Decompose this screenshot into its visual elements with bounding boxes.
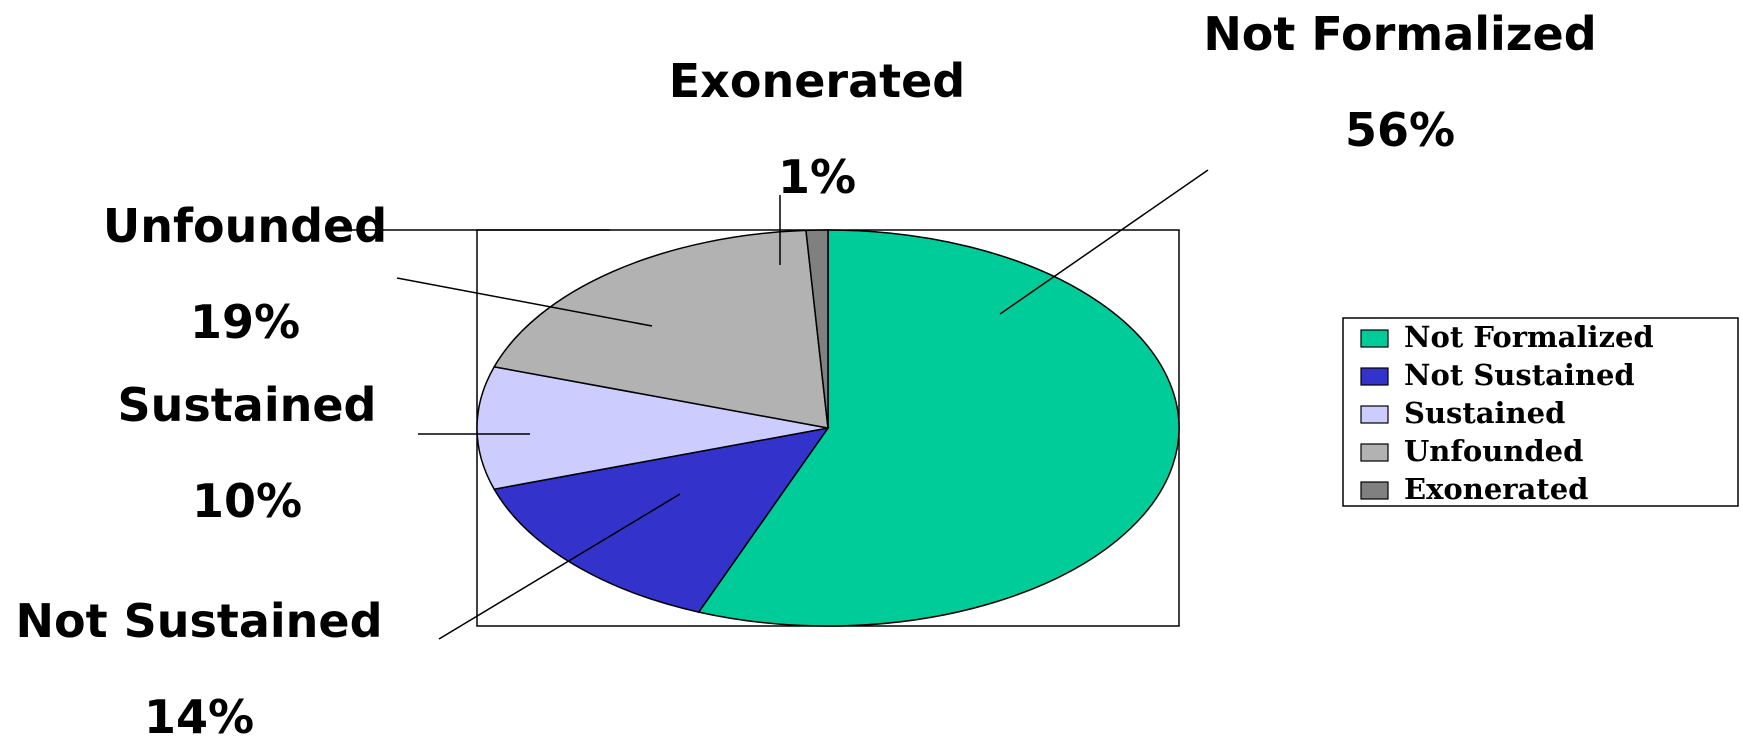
legend-item-unfounded: Unfounded bbox=[1360, 434, 1583, 468]
slice-label-name: Exonerated bbox=[669, 54, 965, 108]
slice-label-percent: 1% bbox=[778, 150, 856, 204]
slice-label-exonerated: Exonerated 1% bbox=[669, 54, 965, 204]
pie-slices bbox=[476, 229, 1180, 627]
leader-lines bbox=[350, 169, 1209, 640]
legend-label: Exonerated bbox=[1404, 472, 1588, 506]
slice-label-not-sustained: Not Sustained 14% bbox=[15, 594, 382, 739]
legend-item-not-formalized: Not Formalized bbox=[1360, 320, 1654, 354]
slice-label-name: Unfounded bbox=[103, 199, 387, 253]
pie-slice-sustained bbox=[476, 365, 829, 491]
leader-line-not-formalized bbox=[999, 169, 1209, 315]
slice-label-name: Not Sustained bbox=[15, 594, 382, 648]
legend-swatch bbox=[1360, 367, 1389, 386]
slice-label-name: Sustained bbox=[118, 378, 377, 432]
legend-frame bbox=[1342, 317, 1739, 507]
legend-label: Not Sustained bbox=[1404, 358, 1635, 392]
pie-slice-not-formalized bbox=[697, 229, 1180, 627]
legend-item-sustained: Sustained bbox=[1360, 396, 1565, 430]
legend-swatch bbox=[1360, 329, 1389, 348]
slice-label-sustained: Sustained 10% bbox=[118, 378, 377, 528]
legend-label: Not Formalized bbox=[1404, 320, 1654, 354]
legend-swatch bbox=[1360, 405, 1389, 424]
leader-line-unfounded-2 bbox=[396, 277, 653, 327]
slice-label-percent: 14% bbox=[144, 690, 254, 739]
slice-label-percent: 56% bbox=[1345, 103, 1455, 157]
slice-label-percent: 19% bbox=[190, 295, 300, 349]
slice-label-unfounded: Unfounded 19% bbox=[103, 199, 387, 349]
leader-line-not-sustained bbox=[438, 493, 681, 640]
legend-swatch bbox=[1360, 443, 1389, 462]
legend-swatch bbox=[1360, 481, 1389, 500]
pie-slice-exonerated bbox=[805, 229, 829, 429]
legend-item-not-sustained: Not Sustained bbox=[1360, 358, 1635, 392]
slice-label-name: Not Formalized bbox=[1203, 7, 1596, 61]
legend-label: Unfounded bbox=[1404, 434, 1583, 468]
slice-label-not-formalized: Not Formalized 56% bbox=[1203, 7, 1596, 157]
legend: Not Formalized Not Sustained Sustained Unfo… bbox=[1342, 317, 1739, 507]
legend-label: Sustained bbox=[1404, 396, 1565, 430]
slice-label-percent: 10% bbox=[192, 474, 302, 528]
pie-slice-unfounded bbox=[492, 229, 829, 429]
legend-item-exonerated: Exonerated bbox=[1360, 472, 1588, 506]
